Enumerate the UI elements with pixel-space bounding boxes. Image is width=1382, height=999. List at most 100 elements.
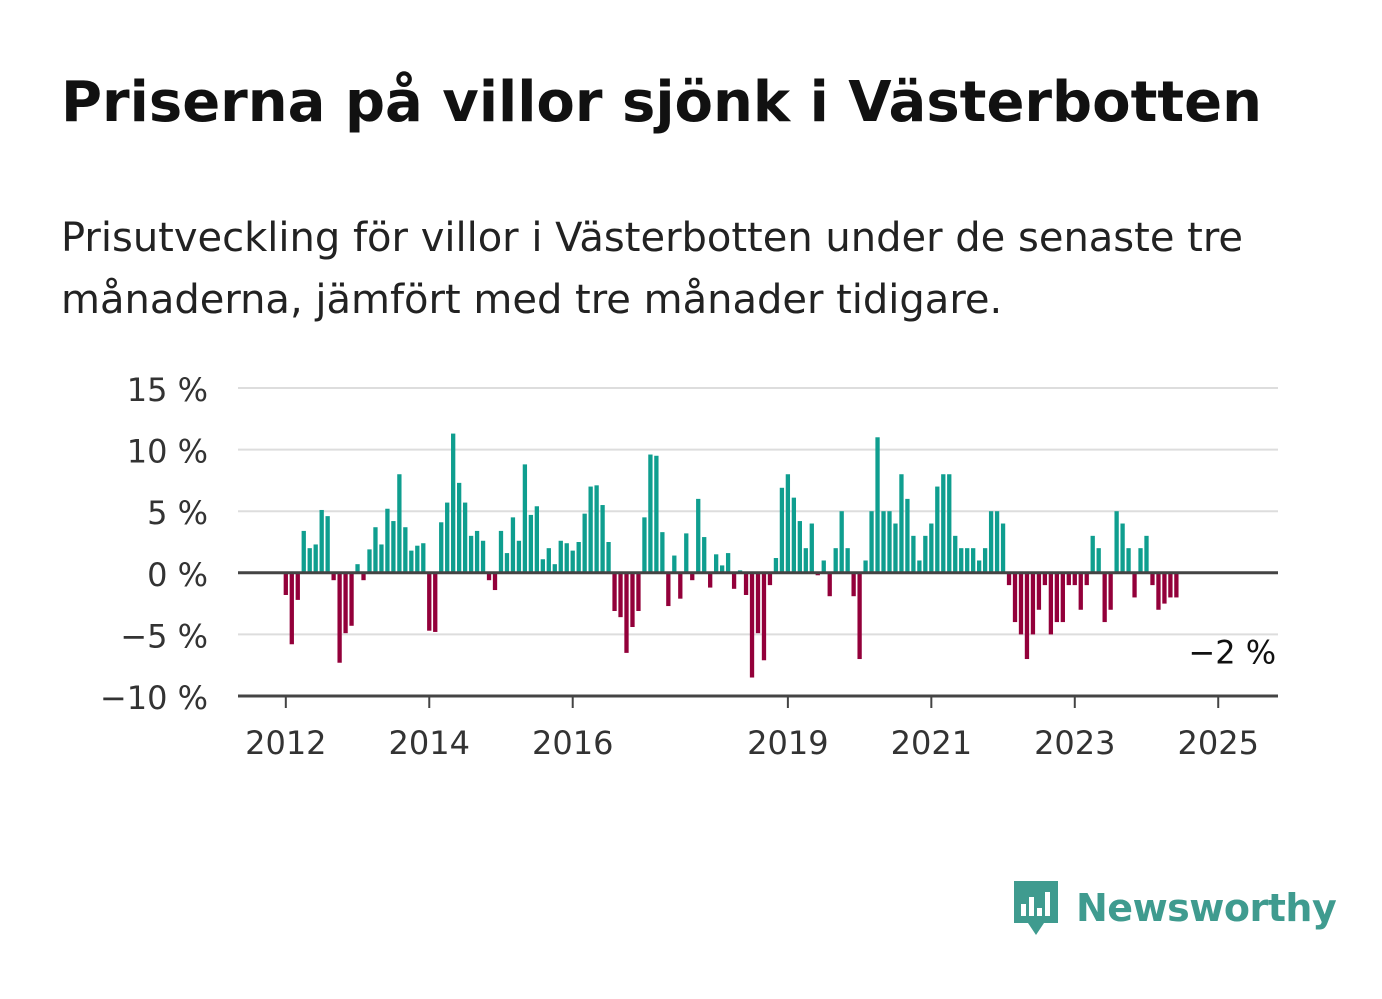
bars bbox=[283, 433, 1179, 678]
bar bbox=[558, 540, 563, 573]
bar bbox=[965, 548, 970, 573]
x-tick-label: 2014 bbox=[389, 724, 470, 762]
bar bbox=[672, 555, 677, 573]
bar bbox=[594, 485, 599, 573]
bar bbox=[510, 517, 516, 573]
y-tick-label: −10 % bbox=[100, 679, 208, 717]
bar bbox=[773, 558, 779, 573]
bar bbox=[624, 572, 629, 653]
bar bbox=[319, 509, 324, 573]
bar bbox=[570, 550, 575, 573]
bar bbox=[917, 560, 922, 573]
bar bbox=[349, 572, 354, 626]
bar bbox=[433, 572, 438, 632]
x-tick-label: 2023 bbox=[1034, 724, 1115, 762]
bar bbox=[498, 530, 504, 573]
bar bbox=[809, 523, 814, 573]
bar bbox=[1174, 572, 1179, 598]
newsworthy-logo-icon bbox=[1014, 881, 1058, 935]
bar bbox=[289, 572, 294, 645]
bar bbox=[1150, 572, 1155, 586]
bar bbox=[504, 553, 510, 573]
bar bbox=[719, 565, 725, 573]
bar bbox=[546, 548, 551, 573]
bar bbox=[552, 564, 557, 573]
bar bbox=[959, 548, 964, 573]
bar bbox=[486, 572, 492, 581]
bar bbox=[1006, 572, 1012, 586]
bar bbox=[875, 437, 880, 573]
y-tick-label: 0 % bbox=[147, 556, 208, 594]
bar bbox=[1048, 572, 1054, 635]
bar bbox=[385, 508, 390, 573]
bar bbox=[1054, 572, 1059, 623]
bar bbox=[337, 572, 342, 663]
bar bbox=[1036, 572, 1042, 610]
bar bbox=[977, 560, 982, 573]
bar bbox=[1072, 572, 1077, 586]
bar bbox=[283, 572, 288, 595]
bar bbox=[528, 514, 534, 573]
bar bbox=[445, 502, 450, 573]
bar bbox=[767, 572, 773, 586]
x-tick-label: 2019 bbox=[747, 724, 828, 762]
bar bbox=[725, 553, 731, 573]
annotation-label: −2 % bbox=[1188, 633, 1276, 671]
bar bbox=[451, 433, 456, 573]
bar bbox=[295, 572, 300, 600]
bar bbox=[863, 560, 868, 573]
bar bbox=[1042, 572, 1048, 586]
bar bbox=[851, 572, 856, 597]
bar bbox=[953, 535, 958, 573]
brand-name: Newsworthy bbox=[1076, 886, 1337, 930]
bar bbox=[1156, 572, 1161, 610]
bar bbox=[474, 530, 480, 573]
bar bbox=[427, 572, 432, 631]
bar bbox=[845, 548, 850, 573]
bar bbox=[457, 482, 462, 573]
bar bbox=[1000, 523, 1006, 573]
bar bbox=[1132, 572, 1137, 598]
bar bbox=[588, 486, 593, 573]
bar bbox=[540, 559, 545, 573]
axes bbox=[238, 571, 1278, 708]
bar bbox=[606, 542, 611, 573]
chart-subtitle: Prisutveckling för villor i Västerbotten… bbox=[61, 215, 1244, 323]
x-tick-label: 2021 bbox=[891, 724, 972, 762]
bar bbox=[1096, 548, 1101, 573]
y-tick-label: 5 % bbox=[147, 494, 208, 532]
chart-title: Priserna på villor sjönk i Västerbotten bbox=[61, 70, 1262, 135]
bar bbox=[827, 572, 832, 597]
bar bbox=[714, 554, 719, 573]
bar bbox=[893, 523, 898, 573]
bar bbox=[761, 572, 767, 661]
bar bbox=[982, 548, 988, 573]
bar bbox=[1078, 572, 1083, 610]
bar bbox=[1084, 572, 1089, 586]
bar bbox=[839, 511, 844, 573]
bar bbox=[1108, 572, 1113, 610]
bar bbox=[355, 564, 360, 573]
bar bbox=[755, 572, 761, 634]
bar bbox=[1144, 535, 1149, 573]
bar bbox=[702, 537, 707, 573]
bar bbox=[731, 572, 737, 589]
bar bbox=[994, 511, 1000, 573]
bar bbox=[439, 522, 444, 573]
bar bbox=[576, 542, 581, 573]
bar bbox=[421, 543, 426, 573]
bar bbox=[403, 527, 408, 573]
bar bbox=[379, 544, 384, 573]
bar bbox=[696, 498, 701, 573]
bar bbox=[307, 548, 312, 573]
bar bbox=[630, 572, 635, 628]
bar bbox=[648, 454, 653, 573]
bar bbox=[797, 521, 802, 573]
bar bbox=[708, 572, 713, 588]
bar bbox=[749, 572, 755, 678]
bar bbox=[313, 544, 318, 573]
bar bbox=[905, 498, 910, 573]
bar bbox=[1018, 572, 1024, 635]
y-tick-label: 10 % bbox=[127, 433, 208, 471]
